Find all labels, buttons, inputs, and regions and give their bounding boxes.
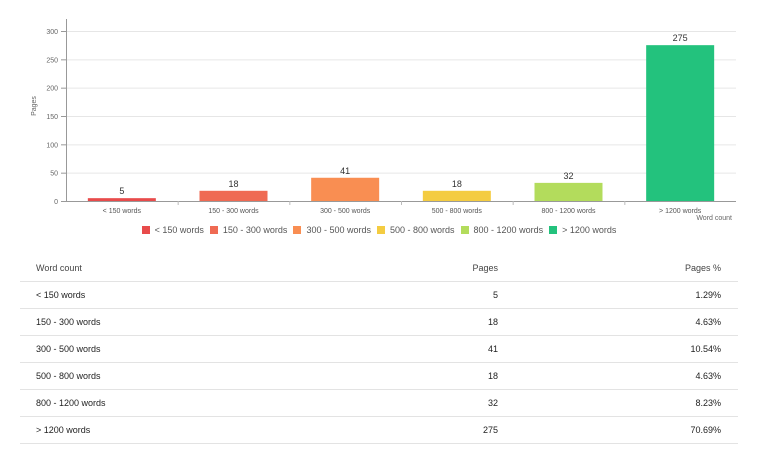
cell-pages-percent: 10.54% [515,335,738,363]
cell-word-count: > 1200 words [20,416,232,444]
data-label: 41 [340,166,350,176]
table-row: 500 - 800 words 18 4.63% [20,362,738,390]
y-tick-label: 200 [46,86,58,93]
y-axis-title: Pages [31,96,38,116]
legend-label: < 150 words [154,225,204,235]
y-tick-label: 0 [54,199,58,206]
cell-pages-percent: 4.63% [515,308,738,336]
bar [87,198,156,201]
table-row: > 1200 words 275 70.69% [20,416,738,444]
data-label: 18 [452,179,462,189]
table-row: 150 - 300 words 18 4.63% [20,308,738,336]
cell-pages: 275 [232,416,515,444]
y-tick-label: 250 [46,57,58,64]
cell-pages-percent: 8.23% [515,389,738,417]
legend-label: > 1200 words [562,225,617,235]
legend-label: 500 - 800 words [389,225,455,235]
x-tick-label: 800 - 1200 words [541,208,596,215]
y-tick-label: 150 [46,114,58,121]
bar [646,45,715,201]
legend-item[interactable]: 800 - 1200 words [460,225,544,235]
cell-pages-percent: 4.63% [515,362,738,390]
legend-label: 300 - 500 words [306,225,371,235]
legend-label: 800 - 1200 words [473,225,544,235]
cell-word-count: < 150 words [20,281,232,309]
bar [199,190,268,201]
table-row: 800 - 1200 words 32 8.23% [20,389,738,417]
cell-pages: 32 [232,389,515,417]
legend-item[interactable]: > 1200 words [549,225,616,235]
data-label: 275 [673,33,688,43]
cell-word-count: 800 - 1200 words [20,389,232,417]
cell-pages-percent: 70.69% [515,416,738,444]
header-word-count[interactable]: Word count [20,255,232,282]
header-pages-percent[interactable]: Pages % [515,255,738,282]
legend-item[interactable]: 150 - 300 words [209,225,288,235]
x-axis-title: Word count [696,215,732,222]
table-row: 300 - 500 words 41 10.54% [20,335,738,363]
legend-swatch [293,226,302,234]
bar [534,182,603,201]
legend-item[interactable]: < 150 words [141,225,204,235]
cell-word-count: 300 - 500 words [20,335,232,363]
x-tick-label: 300 - 500 words [320,208,371,215]
cell-pages: 5 [232,281,515,309]
y-tick-label: 100 [46,142,58,149]
grid-lines [66,31,736,174]
legend-swatch [549,226,558,234]
data-label: 18 [228,179,238,189]
labels: 0 50 100 150 200 250 300 5 < 150 words 18 150 - 30… [46,29,701,215]
legend-item[interactable]: 300 - 500 words [293,225,371,235]
bar [311,177,380,201]
table-header-row: Word count Pages Pages % [20,255,738,282]
x-tick-label: 150 - 300 words [208,208,259,215]
header-pages[interactable]: Pages [232,255,515,282]
legend-swatch [141,226,150,234]
x-tick-label: < 150 words [103,208,142,215]
cell-pages-percent: 1.29% [515,281,738,309]
word-count-bar-chart: 0 50 100 150 200 250 300 5 < 150 words 18 150 - 30… [31,19,736,222]
cell-word-count: 150 - 300 words [20,308,232,336]
y-tick-label: 300 [46,29,58,36]
legend-item[interactable]: 500 - 800 words [376,225,455,235]
bar [422,190,491,201]
x-tick-label: 500 - 800 words [432,208,483,215]
cell-pages: 41 [232,335,515,363]
data-label: 5 [119,186,124,196]
legend-label: 150 - 300 words [222,225,288,235]
legend-swatch [209,226,218,234]
cell-word-count: 500 - 800 words [20,362,232,390]
bars [87,45,715,201]
table-row: < 150 words 5 1.29% [20,281,738,309]
legend-swatch [460,226,469,234]
word-count-table: Word count Pages Pages % < 150 words 5 1… [20,255,738,444]
y-tick-label: 50 [50,171,58,178]
legend-swatch [376,226,385,234]
cell-pages: 18 [232,308,515,336]
axes [61,19,736,205]
cell-pages: 18 [232,362,515,390]
x-tick-label: > 1200 words [659,208,702,215]
data-label: 32 [563,171,573,181]
chart-legend: < 150 words 150 - 300 words 300 - 500 word… [0,225,758,236]
